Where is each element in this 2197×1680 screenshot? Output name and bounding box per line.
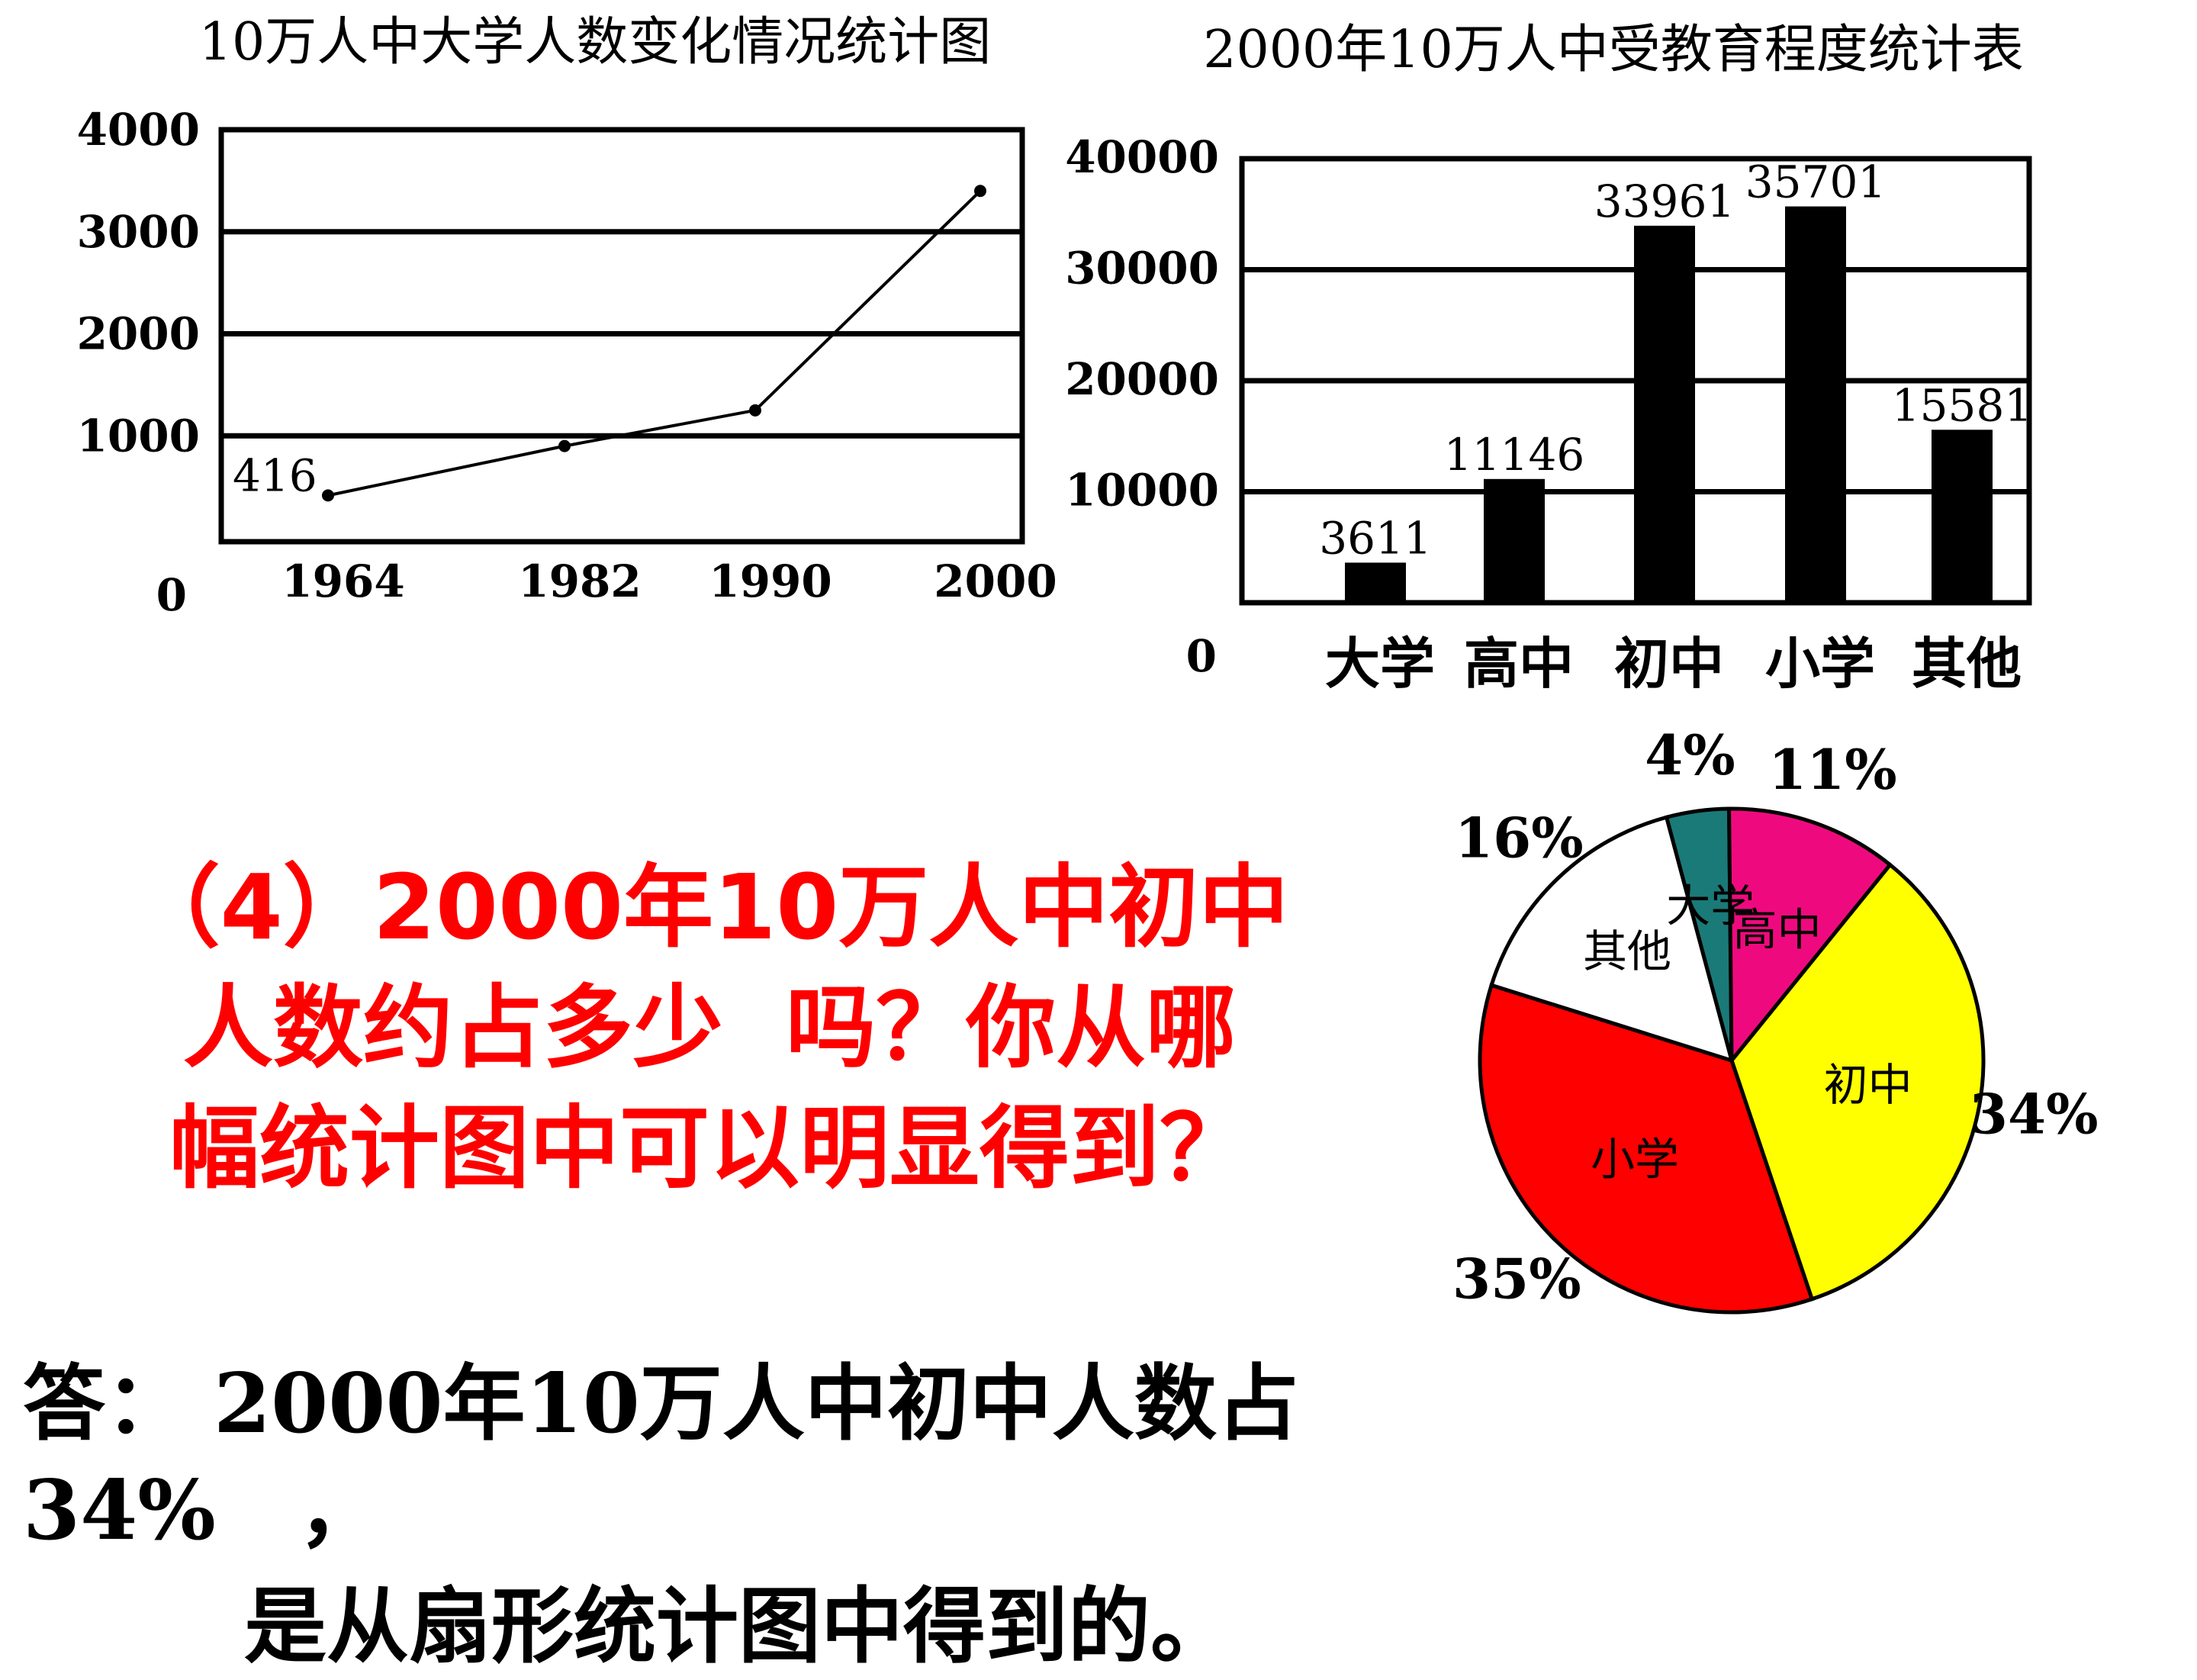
line-chart-point <box>749 404 761 417</box>
line-chart-x-tick: 1964 <box>281 555 404 607</box>
bar-chart-category-label: 其他 <box>1912 631 2022 696</box>
bar-chart-y-tick: 40000 <box>1065 131 1219 183</box>
pie-chart-slices <box>1478 806 1986 1315</box>
bar-chart-data-label: 11146 <box>1444 429 1585 481</box>
line-chart-y-tick: 0 <box>156 569 187 621</box>
answer-line-2: 是从扇形统计图中得到的。 <box>244 1579 1234 1675</box>
line-chart-x-tick: 2000 <box>934 555 1057 607</box>
bar-chart-category-label: 初中 <box>1614 631 1724 696</box>
pie-chart-slice <box>1727 806 1893 1066</box>
line-chart-y-tick: 4000 <box>77 104 200 156</box>
bar-chart-x-axis: 大学 高中 初中 小学 其他 <box>1325 631 2022 696</box>
line-chart-x-axis: 1964 1982 1990 2000 <box>281 555 1057 607</box>
pie-chart-percent-label: 11% <box>1768 737 1897 802</box>
bar-chart-bar <box>1785 206 1846 603</box>
bar-chart-y-tick: 0 <box>1186 630 1217 682</box>
line-chart-x-tick: 1982 <box>518 555 641 607</box>
question-line-3: 幅统计图中可以明显得到？ <box>169 1096 1250 1201</box>
pie-chart-slice-label: 高中 <box>1733 904 1822 956</box>
bar-chart-category-label: 小学 <box>1765 631 1875 696</box>
bar-chart-data-label: 35701 <box>1745 156 1887 208</box>
bar-chart-data-label: 15581 <box>1892 379 2033 431</box>
line-chart-point <box>322 489 334 502</box>
bar-chart-y-tick: 10000 <box>1065 465 1219 517</box>
line-chart-point <box>974 185 986 198</box>
pie-chart-slice-label: 初中 <box>1824 1059 1912 1111</box>
bar-chart-bars <box>1345 206 1993 603</box>
question-line-2: 人数约占多少 吗？你从哪 <box>182 975 1237 1080</box>
bar-chart-bar <box>1345 562 1406 603</box>
bar-chart-category-label: 高中 <box>1464 631 1574 696</box>
pie-chart-slice <box>1488 815 1735 1064</box>
bar-chart-y-tick: 30000 <box>1065 243 1219 294</box>
line-chart-line <box>327 189 982 497</box>
line-chart-y-tick: 3000 <box>77 206 200 258</box>
bar-chart-frame <box>1239 156 2032 606</box>
line-chart-data-labels: 416 <box>233 449 317 501</box>
pie-chart-percent-labels: 4% 11% 34% 35% 16% <box>1452 723 2099 1311</box>
bar-chart-title: 2000年10万人中受教育程度统计表 <box>1203 20 2024 80</box>
bar-chart: 2000年10万人中受教育程度统计表 0 10000 20000 30000 40000… <box>1065 20 2032 696</box>
pie-chart-percent-label: 4% <box>1645 723 1735 787</box>
bar-chart-bar <box>1932 430 1993 603</box>
bar-chart-data-label: 3611 <box>1319 512 1432 564</box>
pie-chart-slice-label: 小学 <box>1591 1134 1679 1186</box>
answer-line-1: 2000年10万人中初中人数占34% ， <box>23 1356 1299 1559</box>
answer-label: 答： <box>23 1356 188 1452</box>
line-chart-data-label: 416 <box>233 449 317 501</box>
bar-chart-category-label: 大学 <box>1325 631 1435 696</box>
bar-chart-y-tick: 20000 <box>1065 353 1219 405</box>
line-chart-y-axis: 0 1000 2000 3000 4000 <box>77 104 200 621</box>
bar-chart-y-axis: 0 10000 20000 30000 40000 <box>1065 131 1219 682</box>
bar-chart-bar <box>1634 225 1695 603</box>
pie-chart-slice-label: 大学 <box>1666 880 1755 932</box>
line-chart-frame <box>218 127 1025 545</box>
answer-text: 答： 2000年10万人中初中人数占34% ， 是从扇形统计图中得到的。 <box>23 1350 1549 1680</box>
line-chart-y-tick: 2000 <box>77 308 200 360</box>
pie-chart-percent-label: 35% <box>1452 1247 1581 1311</box>
pie-chart-percent-label: 34% <box>1970 1081 2099 1146</box>
line-chart-y-tick: 1000 <box>77 410 200 462</box>
pie-chart-slice-label: 其他 <box>1583 925 1671 977</box>
pie-chart-slice <box>1729 862 1986 1302</box>
pie-chart-percent-label: 16% <box>1455 805 1584 870</box>
bar-chart-data-label: 33961 <box>1594 175 1735 227</box>
line-chart-series <box>322 185 986 502</box>
line-chart-grid <box>221 229 1022 439</box>
line-chart-x-tick: 1990 <box>709 555 832 607</box>
line-chart-title: 10万人中大学人数变化情况统计图 <box>199 12 992 72</box>
pie-chart-slice <box>1478 983 1815 1315</box>
question-line-1: （4）2000年10万人中初中 <box>130 854 1289 960</box>
bar-chart-bar <box>1484 478 1545 603</box>
line-chart-point <box>558 439 571 452</box>
question-text: （4）2000年10万人中初中 人数约占多少 吗？你从哪 幅统计图中可以明显得到… <box>114 847 1304 1209</box>
